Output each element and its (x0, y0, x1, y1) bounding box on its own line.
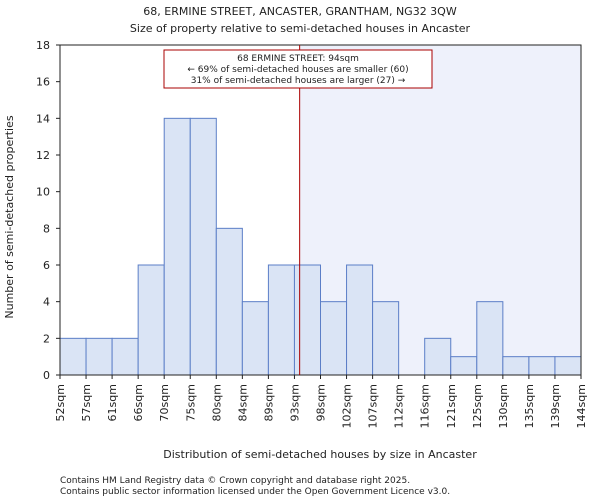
bar-70sqm (163, 117, 191, 376)
bar-107sqm (372, 301, 400, 376)
annotation-box: 68 ERMINE STREET: 94sqm ← 69% of semi-de… (163, 49, 433, 89)
x-tick-label: 70sqm (158, 384, 171, 421)
y-axis-label: Number of semi-detached properties (3, 115, 16, 318)
y-tick-label: 4 (43, 296, 50, 309)
plot-frame (59, 44, 582, 376)
y-tick-label: 10 (36, 186, 50, 199)
bar-89sqm (267, 264, 295, 376)
x-axis: 52sqm 57sqm 61sqm 66sqm 70sqm 75sqm 80sqm 84sqm… (54, 375, 588, 428)
bar-75sqm (189, 117, 217, 376)
x-tick-label: 112sqm (393, 384, 406, 428)
x-tick-label: 66sqm (132, 384, 145, 421)
x-tick-label: 125sqm (471, 384, 484, 428)
y-tick-label: 0 (43, 369, 50, 382)
bar-116sqm (424, 337, 452, 376)
footer-line-1: Contains HM Land Registry data © Crown c… (60, 476, 410, 486)
bar-61sqm (111, 337, 139, 376)
x-tick-label: 57sqm (80, 384, 93, 421)
bars (59, 117, 582, 376)
x-tick-label: 80sqm (210, 384, 223, 421)
x-tick-label: 102sqm (341, 384, 354, 428)
bar-57sqm (85, 337, 113, 376)
annotation-line-1: 68 ERMINE STREET: 94sqm (237, 54, 359, 64)
bar-84sqm (241, 301, 269, 376)
bar-139sqm (554, 356, 582, 376)
x-tick-label: 93sqm (288, 384, 301, 421)
x-tick-label: 98sqm (315, 384, 328, 421)
annotation-line-2: ← 69% of semi-detached houses are smalle… (187, 65, 408, 75)
chart-subtitle: Size of property relative to semi-detach… (130, 22, 471, 35)
x-tick-label: 116sqm (419, 384, 432, 428)
bar-80sqm (215, 227, 243, 376)
x-tick-label: 130sqm (497, 384, 510, 428)
x-tick-label: 61sqm (106, 384, 119, 421)
x-tick-label: 107sqm (367, 384, 380, 428)
y-tick-label: 16 (36, 76, 50, 89)
y-axis: 0 2 4 6 8 10 12 14 16 18 (36, 39, 60, 382)
y-tick-label: 2 (43, 332, 50, 345)
x-tick-label: 52sqm (54, 384, 67, 421)
y-tick-label: 14 (36, 112, 50, 125)
x-tick-label: 144sqm (575, 384, 588, 428)
y-tick-label: 8 (43, 222, 50, 235)
bar-130sqm (502, 356, 530, 376)
bar-66sqm (137, 264, 165, 376)
annotation-line-3: 31% of semi-detached houses are larger (… (191, 76, 406, 86)
y-tick-label: 18 (36, 39, 50, 52)
footer-line-2: Contains public sector information licen… (60, 487, 450, 497)
x-axis-label: Distribution of semi-detached houses by … (163, 448, 477, 461)
bar-98sqm (320, 301, 348, 376)
bar-135sqm (528, 356, 556, 376)
x-tick-label: 84sqm (236, 384, 249, 421)
x-tick-label: 135sqm (523, 384, 536, 428)
bar-125sqm (476, 301, 504, 376)
bar-121sqm (450, 356, 478, 376)
chart-title: 68, ERMINE STREET, ANCASTER, GRANTHAM, N… (143, 5, 457, 18)
bar-93sqm (293, 264, 322, 376)
x-tick-label: 89sqm (262, 384, 275, 421)
annotation-frame (163, 49, 433, 89)
bar-52sqm (59, 337, 87, 376)
bar-102sqm (346, 264, 374, 376)
y-tick-label: 12 (36, 149, 50, 162)
x-tick-label: 121sqm (445, 384, 458, 428)
x-tick-label: 75sqm (184, 384, 197, 421)
y-tick-label: 6 (43, 259, 50, 272)
x-tick-label: 139sqm (549, 384, 562, 428)
